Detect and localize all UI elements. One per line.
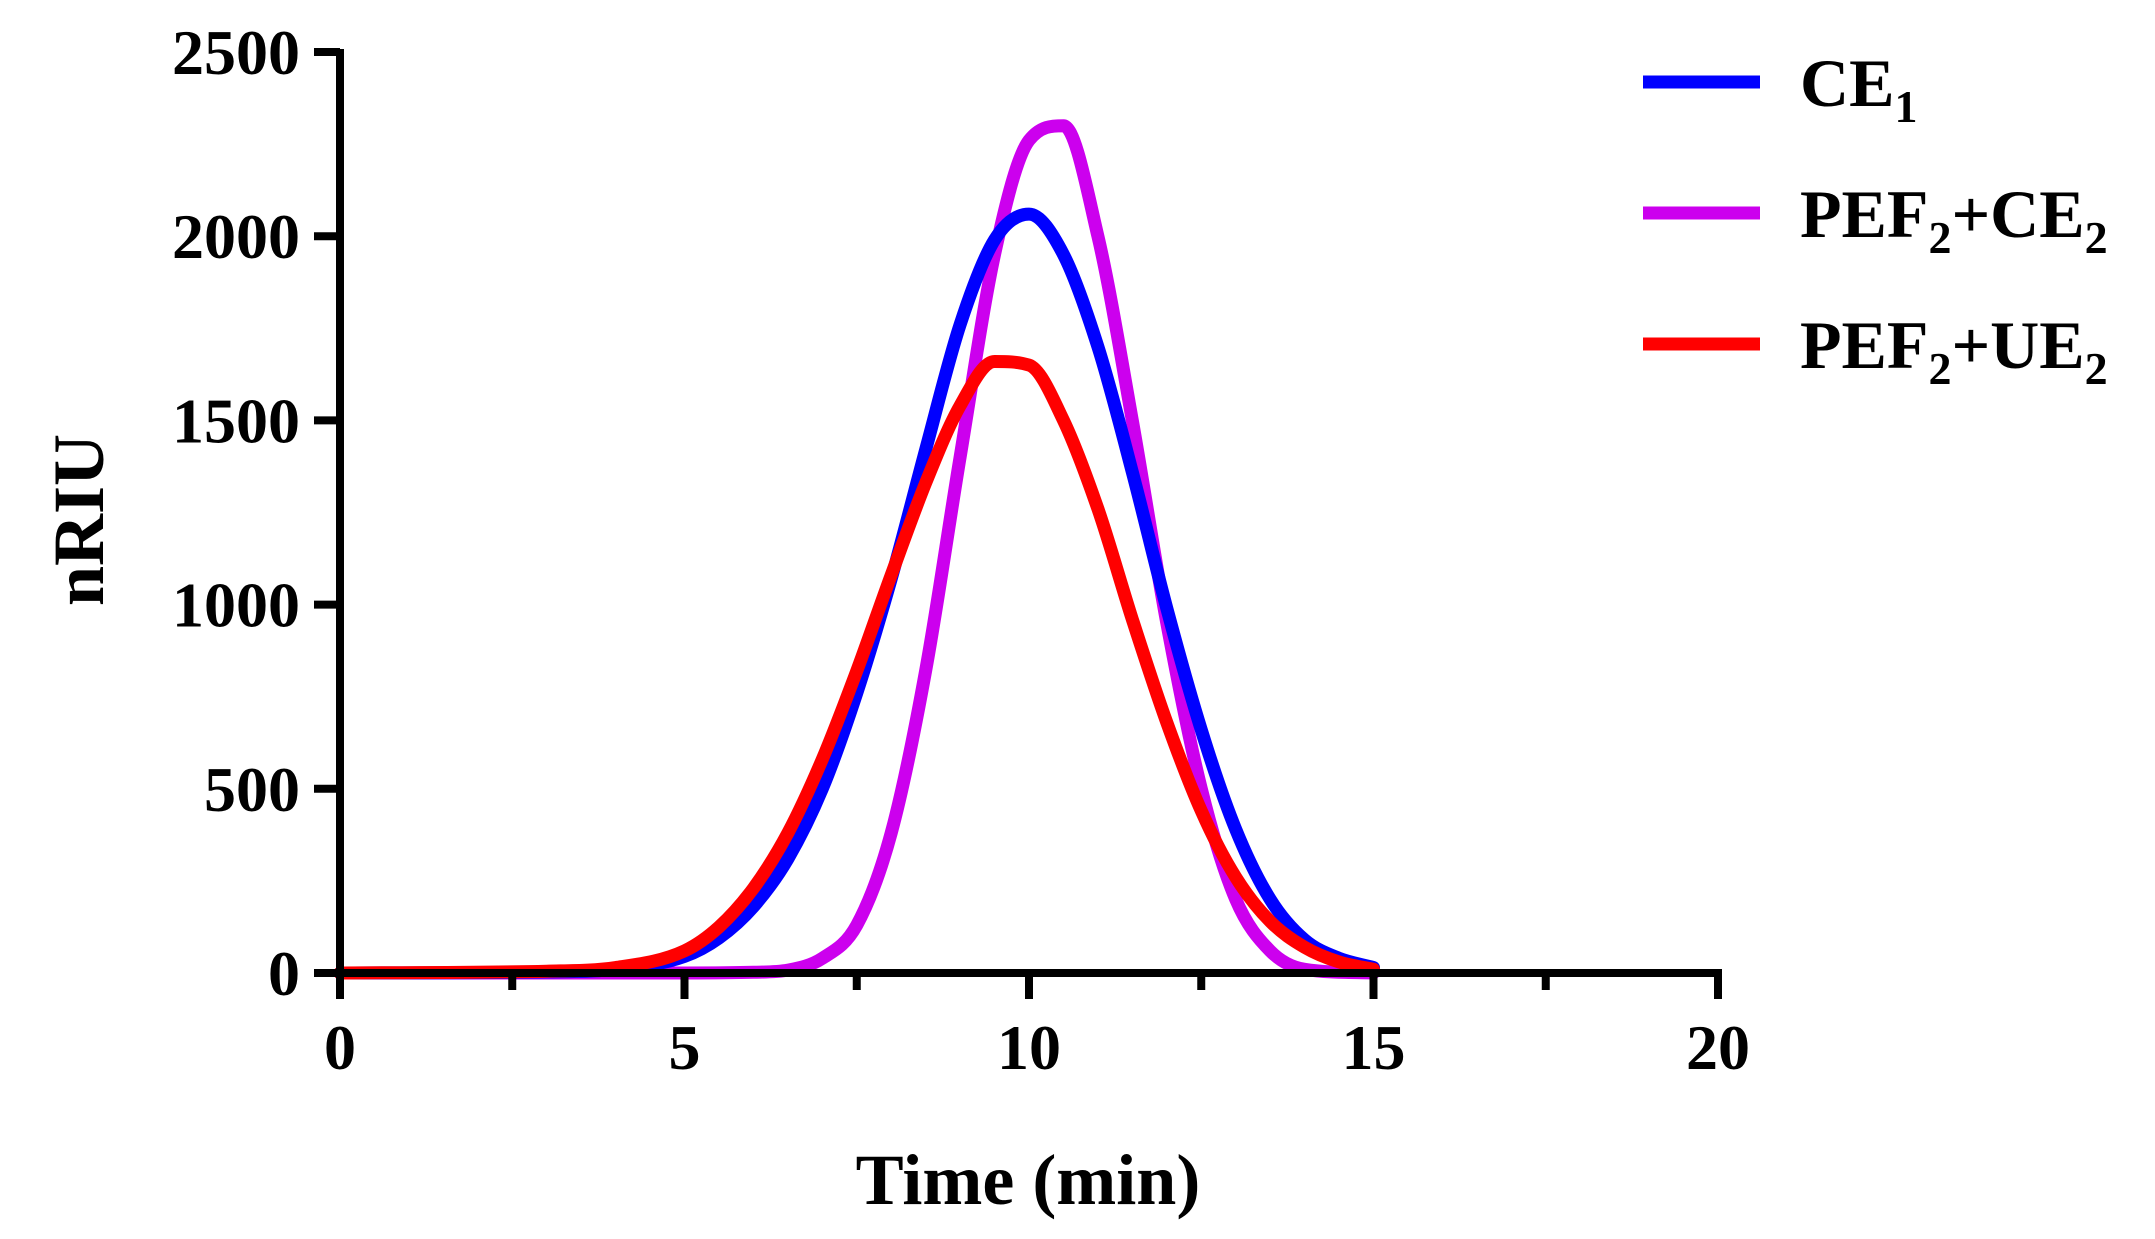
x-tick-label-1: 5 (669, 1012, 701, 1083)
y-tick-label-3: 1500 (172, 385, 300, 456)
y-tick-label-0: 0 (268, 938, 300, 1009)
y-tick-label-4: 2000 (172, 201, 300, 272)
series-line-0 (333, 207, 1380, 980)
legend-label-2: PEF2+UE2 (1800, 307, 2108, 394)
x-axis-title: Time (min) (856, 1140, 1201, 1220)
x-tick-label-4: 20 (1686, 1012, 1750, 1083)
axes: 0 500 1000 1500 2000 2500 0 5 10 15 20 (172, 17, 1750, 1083)
y-axis-title: nRIU (39, 434, 119, 606)
x-tick-label-2: 10 (997, 1012, 1061, 1083)
series-line-2 (333, 355, 1380, 980)
series-layer (333, 119, 1380, 980)
legend-label-1: PEF2+CE2 (1800, 176, 2108, 263)
x-tick-label-0: 0 (324, 1012, 356, 1083)
legend: CE1 PEF2+CE2 PEF2+UE2 (1643, 45, 2108, 394)
y-tick-label-2: 1000 (172, 570, 300, 641)
y-tick-label-1: 500 (204, 754, 300, 825)
y-tick-label-5: 2500 (172, 17, 300, 88)
x-tick-label-3: 15 (1342, 1012, 1406, 1083)
legend-label-0: CE1 (1800, 45, 1917, 132)
